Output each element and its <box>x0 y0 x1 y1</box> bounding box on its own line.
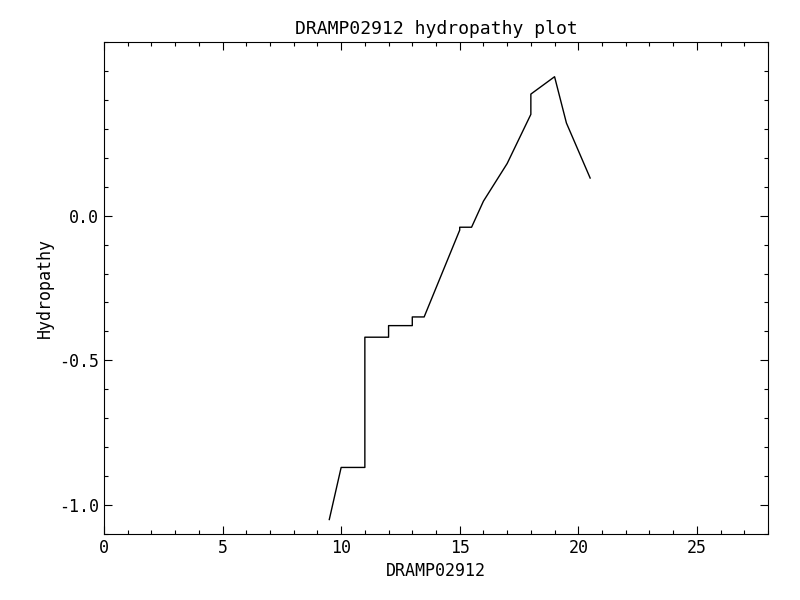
Title: DRAMP02912 hydropathy plot: DRAMP02912 hydropathy plot <box>294 20 578 38</box>
Y-axis label: Hydropathy: Hydropathy <box>35 238 54 338</box>
X-axis label: DRAMP02912: DRAMP02912 <box>386 562 486 580</box>
